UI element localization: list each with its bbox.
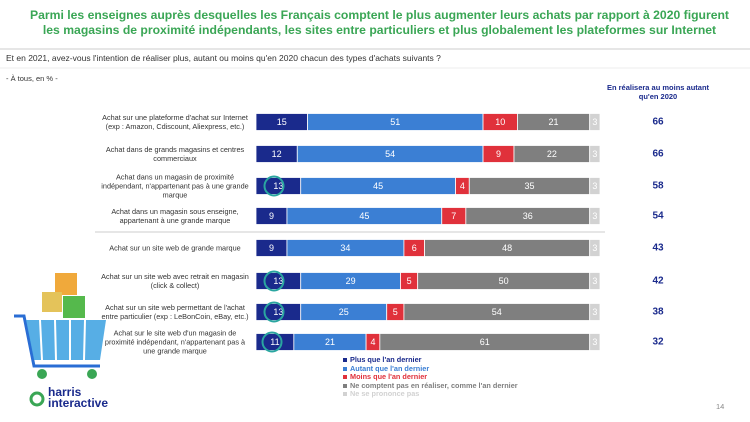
value-label: 12 [272, 149, 282, 159]
value-label: 15 [277, 117, 287, 127]
legend-swatch [343, 392, 347, 397]
legend-item: Ne se prononce pas [343, 390, 419, 398]
logo: harris interactive [48, 385, 109, 410]
category-label: Achat sur un site web permettant de l'ac… [101, 303, 249, 321]
legend-item: Plus que l'an dernier [343, 356, 421, 364]
value-label: 29 [346, 276, 356, 286]
side-value: 32 [652, 337, 664, 348]
value-label: 3 [592, 337, 597, 347]
value-label: 10 [495, 117, 505, 127]
logo-text: harris [48, 385, 82, 399]
bar-segment [589, 145, 601, 163]
value-label: 45 [373, 181, 383, 191]
base-note: - À tous, en % - [6, 74, 58, 83]
subtitle: Et en 2021, avez-vous l'intention de réa… [6, 53, 441, 63]
category-label: Achat dans un magasin de proximité indép… [101, 172, 249, 200]
bar-segment [589, 207, 601, 225]
value-label: 13 [273, 307, 283, 317]
value-label: 48 [502, 243, 512, 253]
logo-text: interactive [48, 396, 109, 410]
page-number: 14 [716, 402, 725, 411]
title: Parmi les enseignes auprès desquelles le… [29, 8, 729, 37]
legend-label: Moins que l'an dernier [350, 372, 428, 381]
value-label: 3 [592, 149, 597, 159]
highlights [261, 175, 285, 353]
legend-swatch [343, 383, 347, 388]
value-label: 4 [460, 181, 465, 191]
category-label: Achat sur un site web avec retrait en ma… [101, 272, 249, 290]
bar-segment [589, 239, 601, 257]
category-label: Achat sur une plateforme d'achat sur Int… [102, 113, 248, 131]
value-label: 21 [549, 117, 559, 127]
value-label: 3 [592, 117, 597, 127]
value-label: 4 [370, 337, 375, 347]
side-value: 66 [652, 117, 664, 128]
value-label: 35 [524, 181, 534, 191]
legend-swatch [343, 375, 347, 380]
bar-segment [589, 303, 601, 321]
value-label: 3 [592, 276, 597, 286]
value-label: 45 [359, 211, 369, 221]
legend-swatch [343, 358, 347, 363]
side-value: 38 [652, 307, 664, 318]
side-header: En réalisera au moins autant qu'en 2020 [606, 83, 710, 101]
value-label: 13 [273, 276, 283, 286]
value-label: 9 [269, 211, 274, 221]
value-label: 50 [499, 276, 509, 286]
bar-segment [589, 113, 601, 131]
category-label: Achat sur un site web de grande marque [109, 243, 241, 253]
value-label: 9 [269, 243, 274, 253]
value-label: 3 [592, 211, 597, 221]
value-label: 3 [592, 307, 597, 317]
legend-swatch [343, 366, 347, 371]
value-label: 13 [273, 181, 283, 191]
value-label: 5 [393, 307, 398, 317]
value-label: 25 [339, 307, 349, 317]
bar-segment [589, 177, 601, 195]
side-value: 43 [652, 243, 664, 254]
value-label: 54 [492, 307, 502, 317]
category-label: Achat dans de grands magasins et centres… [105, 145, 245, 163]
legend-label: Autant que l'an dernier [350, 363, 430, 373]
legend-item: Ne comptent pas en réaliser, comme l'an … [343, 380, 518, 390]
bar-segment [589, 272, 601, 290]
side-value: 58 [652, 181, 664, 192]
bar-segment [589, 333, 601, 351]
value-label: 3 [592, 243, 597, 253]
side-value: 66 [652, 149, 664, 160]
value-label: 5 [407, 276, 412, 286]
value-label: 51 [390, 117, 400, 127]
cart-icon [14, 273, 106, 407]
value-label: 21 [325, 337, 335, 347]
value-label: 6 [412, 243, 417, 253]
value-label: 11 [270, 337, 279, 347]
legend-label: Plus que l'an dernier [350, 355, 422, 364]
side-value: 42 [652, 276, 664, 287]
legend-label: Ne se prononce pas [350, 389, 420, 398]
value-label: 36 [523, 211, 533, 221]
legend-item: Autant que l'an dernier [343, 363, 430, 373]
value-label: 61 [480, 337, 490, 347]
legend-item: Moins que l'an dernier [343, 373, 427, 381]
value-label: 22 [547, 149, 557, 159]
legend-label: Ne comptent pas en réaliser, comme l'an … [350, 380, 518, 390]
category-label: Achat dans un magasin sous enseigne, app… [111, 207, 239, 225]
value-label: 54 [385, 149, 395, 159]
value-label: 9 [496, 149, 501, 159]
value-label: 3 [592, 181, 597, 191]
category-label: Achat sur le site web d'un magasin de pr… [104, 328, 246, 356]
value-label: 34 [340, 243, 350, 253]
side-value: 54 [652, 211, 664, 222]
value-label: 7 [451, 211, 456, 221]
